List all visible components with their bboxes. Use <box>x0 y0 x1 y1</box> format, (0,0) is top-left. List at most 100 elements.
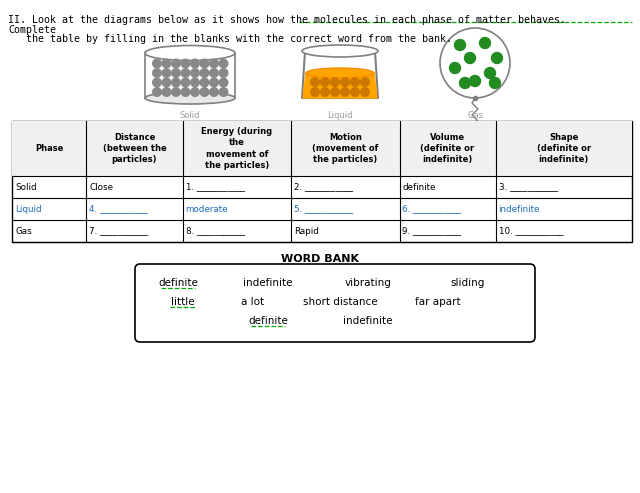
Bar <box>145 53 235 98</box>
Text: definite: definite <box>403 182 436 191</box>
Circle shape <box>321 78 330 86</box>
Text: 10. ___________: 10. ___________ <box>499 226 563 236</box>
Text: Solid: Solid <box>15 182 36 191</box>
Circle shape <box>440 28 510 98</box>
Circle shape <box>172 69 180 77</box>
Circle shape <box>210 78 218 87</box>
Text: Energy (during
the
movement of
the particles): Energy (during the movement of the parti… <box>201 127 272 170</box>
Circle shape <box>153 59 161 68</box>
Circle shape <box>200 69 209 77</box>
Text: Rapid: Rapid <box>294 226 319 236</box>
Ellipse shape <box>306 68 374 78</box>
Ellipse shape <box>145 92 235 104</box>
Circle shape <box>181 69 190 77</box>
Bar <box>12 121 632 242</box>
Circle shape <box>200 88 209 96</box>
Circle shape <box>181 59 190 68</box>
Circle shape <box>321 88 330 96</box>
Circle shape <box>219 59 228 68</box>
Circle shape <box>191 69 199 77</box>
Text: far apart: far apart <box>415 297 461 307</box>
Circle shape <box>172 78 180 87</box>
Circle shape <box>460 77 470 89</box>
Text: a lot: a lot <box>241 297 264 307</box>
Circle shape <box>454 39 465 50</box>
Text: 5. ___________: 5. ___________ <box>294 205 353 213</box>
Circle shape <box>153 78 161 87</box>
Circle shape <box>191 78 199 87</box>
Text: Solid: Solid <box>180 111 200 120</box>
Text: II. Look at the diagrams below as it shows how the molecules in each phase of ma: II. Look at the diagrams below as it sho… <box>8 15 566 25</box>
Text: 3. ___________: 3. ___________ <box>499 182 557 191</box>
Text: Close: Close <box>90 182 113 191</box>
Text: 4. ___________: 4. ___________ <box>90 205 148 213</box>
Text: Liquid: Liquid <box>15 205 42 213</box>
Text: indefinite: indefinite <box>243 278 292 288</box>
Circle shape <box>153 88 161 96</box>
Circle shape <box>219 88 228 96</box>
Circle shape <box>465 52 476 64</box>
Text: 1. ___________: 1. ___________ <box>186 182 244 191</box>
Circle shape <box>340 88 349 96</box>
Circle shape <box>210 69 218 77</box>
Text: Liquid: Liquid <box>327 111 353 120</box>
Text: Shape
(definite or
indefinite): Shape (definite or indefinite) <box>537 133 591 164</box>
Circle shape <box>219 69 228 77</box>
Circle shape <box>162 88 171 96</box>
Text: indefinite: indefinite <box>499 205 540 213</box>
Circle shape <box>210 88 218 96</box>
Circle shape <box>191 88 199 96</box>
Text: 6. ___________: 6. ___________ <box>403 205 461 213</box>
Text: definite: definite <box>248 316 288 326</box>
FancyBboxPatch shape <box>135 264 535 342</box>
Circle shape <box>310 78 319 86</box>
Text: Motion
(movement of
the particles): Motion (movement of the particles) <box>312 133 378 164</box>
Bar <box>12 121 632 176</box>
Text: Phase: Phase <box>35 144 63 153</box>
Text: Volume
(definite or
indefinite): Volume (definite or indefinite) <box>420 133 475 164</box>
Text: vibrating: vibrating <box>344 278 392 288</box>
Text: 8. ___________: 8. ___________ <box>186 226 244 236</box>
Circle shape <box>331 78 339 86</box>
Text: the table by filling in the blanks with the correct word from the bank.: the table by filling in the blanks with … <box>8 34 452 44</box>
Text: Gas: Gas <box>15 226 32 236</box>
Circle shape <box>200 78 209 87</box>
Text: 2. ___________: 2. ___________ <box>294 182 353 191</box>
Circle shape <box>340 78 349 86</box>
Text: Complete: Complete <box>8 25 56 35</box>
Text: Distance
(between the
particles): Distance (between the particles) <box>102 133 166 164</box>
Circle shape <box>492 52 502 64</box>
Ellipse shape <box>145 45 235 61</box>
Polygon shape <box>303 73 377 98</box>
Circle shape <box>181 88 190 96</box>
Circle shape <box>172 59 180 68</box>
Circle shape <box>470 75 481 86</box>
Circle shape <box>484 68 495 78</box>
Ellipse shape <box>302 45 378 57</box>
Text: 7. ___________: 7. ___________ <box>90 226 148 236</box>
Text: definite: definite <box>158 278 198 288</box>
Circle shape <box>361 78 369 86</box>
Circle shape <box>351 88 359 96</box>
Text: short distance: short distance <box>303 297 378 307</box>
Text: Gas: Gas <box>467 111 483 120</box>
Circle shape <box>162 78 171 87</box>
Circle shape <box>351 78 359 86</box>
Circle shape <box>479 37 490 48</box>
Circle shape <box>153 69 161 77</box>
Circle shape <box>331 88 339 96</box>
Circle shape <box>191 59 199 68</box>
Circle shape <box>172 88 180 96</box>
Circle shape <box>200 59 209 68</box>
Circle shape <box>310 88 319 96</box>
Text: moderate: moderate <box>186 205 228 213</box>
Circle shape <box>449 63 461 73</box>
Circle shape <box>490 77 500 89</box>
Circle shape <box>162 69 171 77</box>
Circle shape <box>210 59 218 68</box>
Text: sliding: sliding <box>451 278 485 288</box>
Circle shape <box>162 59 171 68</box>
Text: WORD BANK: WORD BANK <box>281 254 359 264</box>
Circle shape <box>181 78 190 87</box>
Circle shape <box>361 88 369 96</box>
